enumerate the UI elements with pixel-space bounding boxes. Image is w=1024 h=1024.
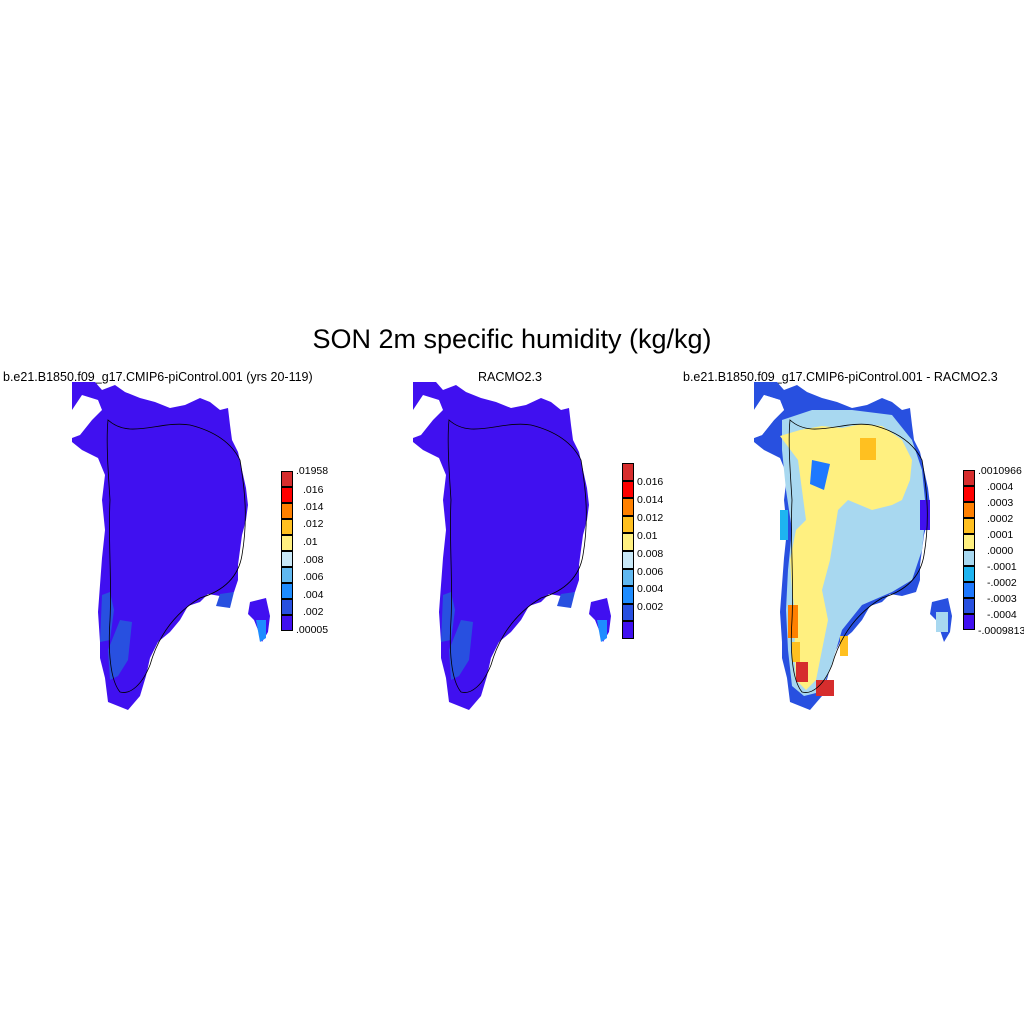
panel-1-colorbar-box [281,599,293,615]
panel-3-colorbar-box [963,582,975,598]
panel-2-colorbar-label: 0.014 [637,494,664,506]
panel-1-colorbar-box [281,615,293,631]
panel-1-colorbar-box [281,551,293,567]
panel-3-colorbar-box [963,502,975,518]
panel-2-colorbar-box [622,551,634,569]
panel-1-colorbar-box [281,583,293,599]
panel-3-colorbar-label: .0004 [987,481,1014,493]
panel-3-colorbar-box [963,614,975,630]
panel-3-colorbar-label: -.0009813 [978,625,1024,637]
panel-3-map [752,380,1024,720]
panel-2-colorbar-box [622,621,634,639]
panel-2-colorbar-box [622,586,634,604]
panel-1-colorbar-label: .01 [303,536,318,548]
panel-3-colorbar-label: .0003 [987,497,1014,509]
panel-1-colorbar-box [281,471,293,487]
panel-2-colorbar-label: 0.002 [637,601,664,613]
panel-3-colorbar-label: .0000 [987,545,1014,557]
panel-2-colorbar-box [622,480,634,499]
panel-3-colorbar-box [963,534,975,550]
panel-1-colorbar-box [281,503,293,519]
panel-1-colorbar: .01958 .016 .014 .012 .01 .008 .006 .004… [281,465,328,636]
panel-1-colorbar-label: .012 [303,518,324,530]
panel-1-colorbar-box [281,535,293,551]
panel-3-colorbar-box [963,566,975,582]
panel-1-colorbar-label: .016 [303,484,324,496]
panel-3-colorbar-label: -.0002 [987,577,1017,589]
panel-2-title: RACMO2.3 [478,370,542,384]
panel-2-colorbar-label: 0.008 [637,548,664,560]
panel-2-colorbar-label: 0.01 [637,530,658,542]
panel-2-colorbar-box [622,568,634,587]
panel-3-colorbar-label: -.0003 [987,593,1017,605]
panel-3-colorbar-box [963,470,975,486]
panel-2-colorbar-label: 0.012 [637,512,664,524]
panel-2-map [411,380,691,720]
panel-3-map-svg [754,382,952,710]
panel-2-map-svg [413,382,611,710]
panel-3-colorbar-label: .0010966 [978,465,1022,477]
panel-1-colorbar-label: .014 [303,501,324,513]
panel-1-colorbar-box [281,519,293,535]
panel-3-colorbar-label: .0002 [987,513,1014,525]
panel-3-colorbar-box [963,550,975,566]
panel-3-colorbar-box [963,486,975,502]
panel-2-colorbar-box [622,498,634,516]
panel-1-map-svg [72,382,270,710]
panel-1-colorbar-label: .00005 [296,624,329,636]
panel-1-colorbar-label: .008 [303,554,324,566]
panel-2-colorbar-label: 0.004 [637,583,664,595]
panel-3-colorbar: .0010966 .0004 .0003 .0002 .0001 .0000 -… [963,465,1024,637]
panel-2-colorbar: 0.016 0.014 0.012 0.01 0.008 0.006 0.004… [622,463,663,639]
panel-3-colorbar-label: .0001 [987,529,1014,541]
panel-2-colorbar-box [622,463,634,481]
panel-1-colorbar-label: .002 [303,606,324,618]
panel-3-title: b.e21.B1850.f09_g17.CMIP6-piControl.001 … [683,370,998,384]
panel-2-colorbar-box [622,515,634,534]
panel-1-title: b.e21.B1850.f09_g17.CMIP6-piControl.001 … [3,370,313,384]
panel-1-colorbar-box [281,487,293,503]
panel-3-colorbar-box [963,598,975,614]
panel-1-map [70,380,350,720]
panel-1-colorbar-label: .01958 [296,465,329,477]
panel-2-colorbar-label: 0.006 [637,566,664,578]
panel-2-colorbar-box [622,533,634,551]
panel-3-colorbar-box [963,518,975,534]
figure-title: SON 2m specific humidity (kg/kg) [312,324,712,354]
panel-1-colorbar-label: .006 [303,571,324,583]
panel-3-colorbar-label: -.0001 [987,561,1017,573]
panel-1-colorbar-label: .004 [303,589,324,601]
panel-2-colorbar-label: 0.016 [637,476,664,488]
panel-1-colorbar-box [281,567,293,583]
panel-2-colorbar-box [622,603,634,622]
panel-3-colorbar-label: -.0004 [987,609,1017,621]
